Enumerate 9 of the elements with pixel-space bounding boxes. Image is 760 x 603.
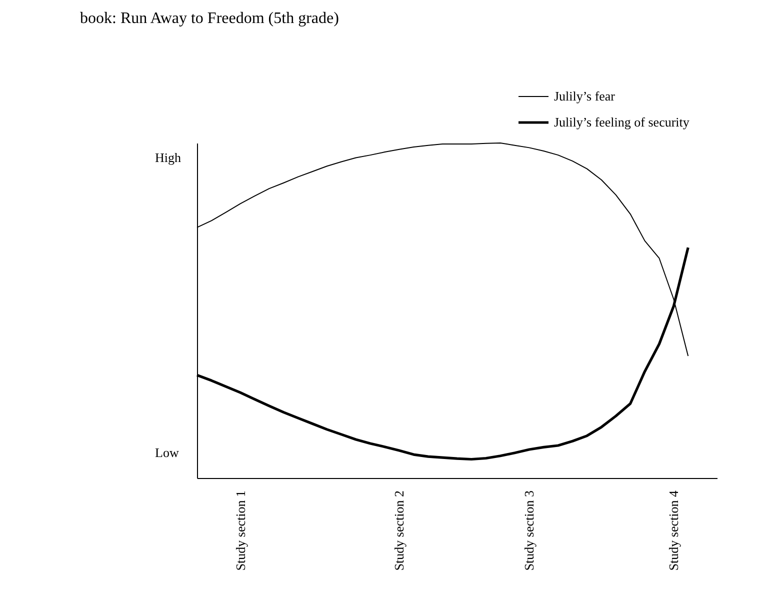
chart-title: book: Run Away to Freedom (5th grade) [80, 10, 339, 27]
legend-label: Julily’s fear [554, 88, 616, 104]
x-tick-label: Study section 3 [522, 490, 537, 571]
text: Low [155, 445, 180, 460]
x-tick-label: Study section 1 [232, 490, 248, 571]
text: High [155, 150, 182, 165]
x-tick-label: Study section 2 [392, 490, 407, 571]
x-tick-label: Study section 4 [666, 490, 682, 571]
legend-label: Julily’s feeling of security [554, 114, 690, 130]
